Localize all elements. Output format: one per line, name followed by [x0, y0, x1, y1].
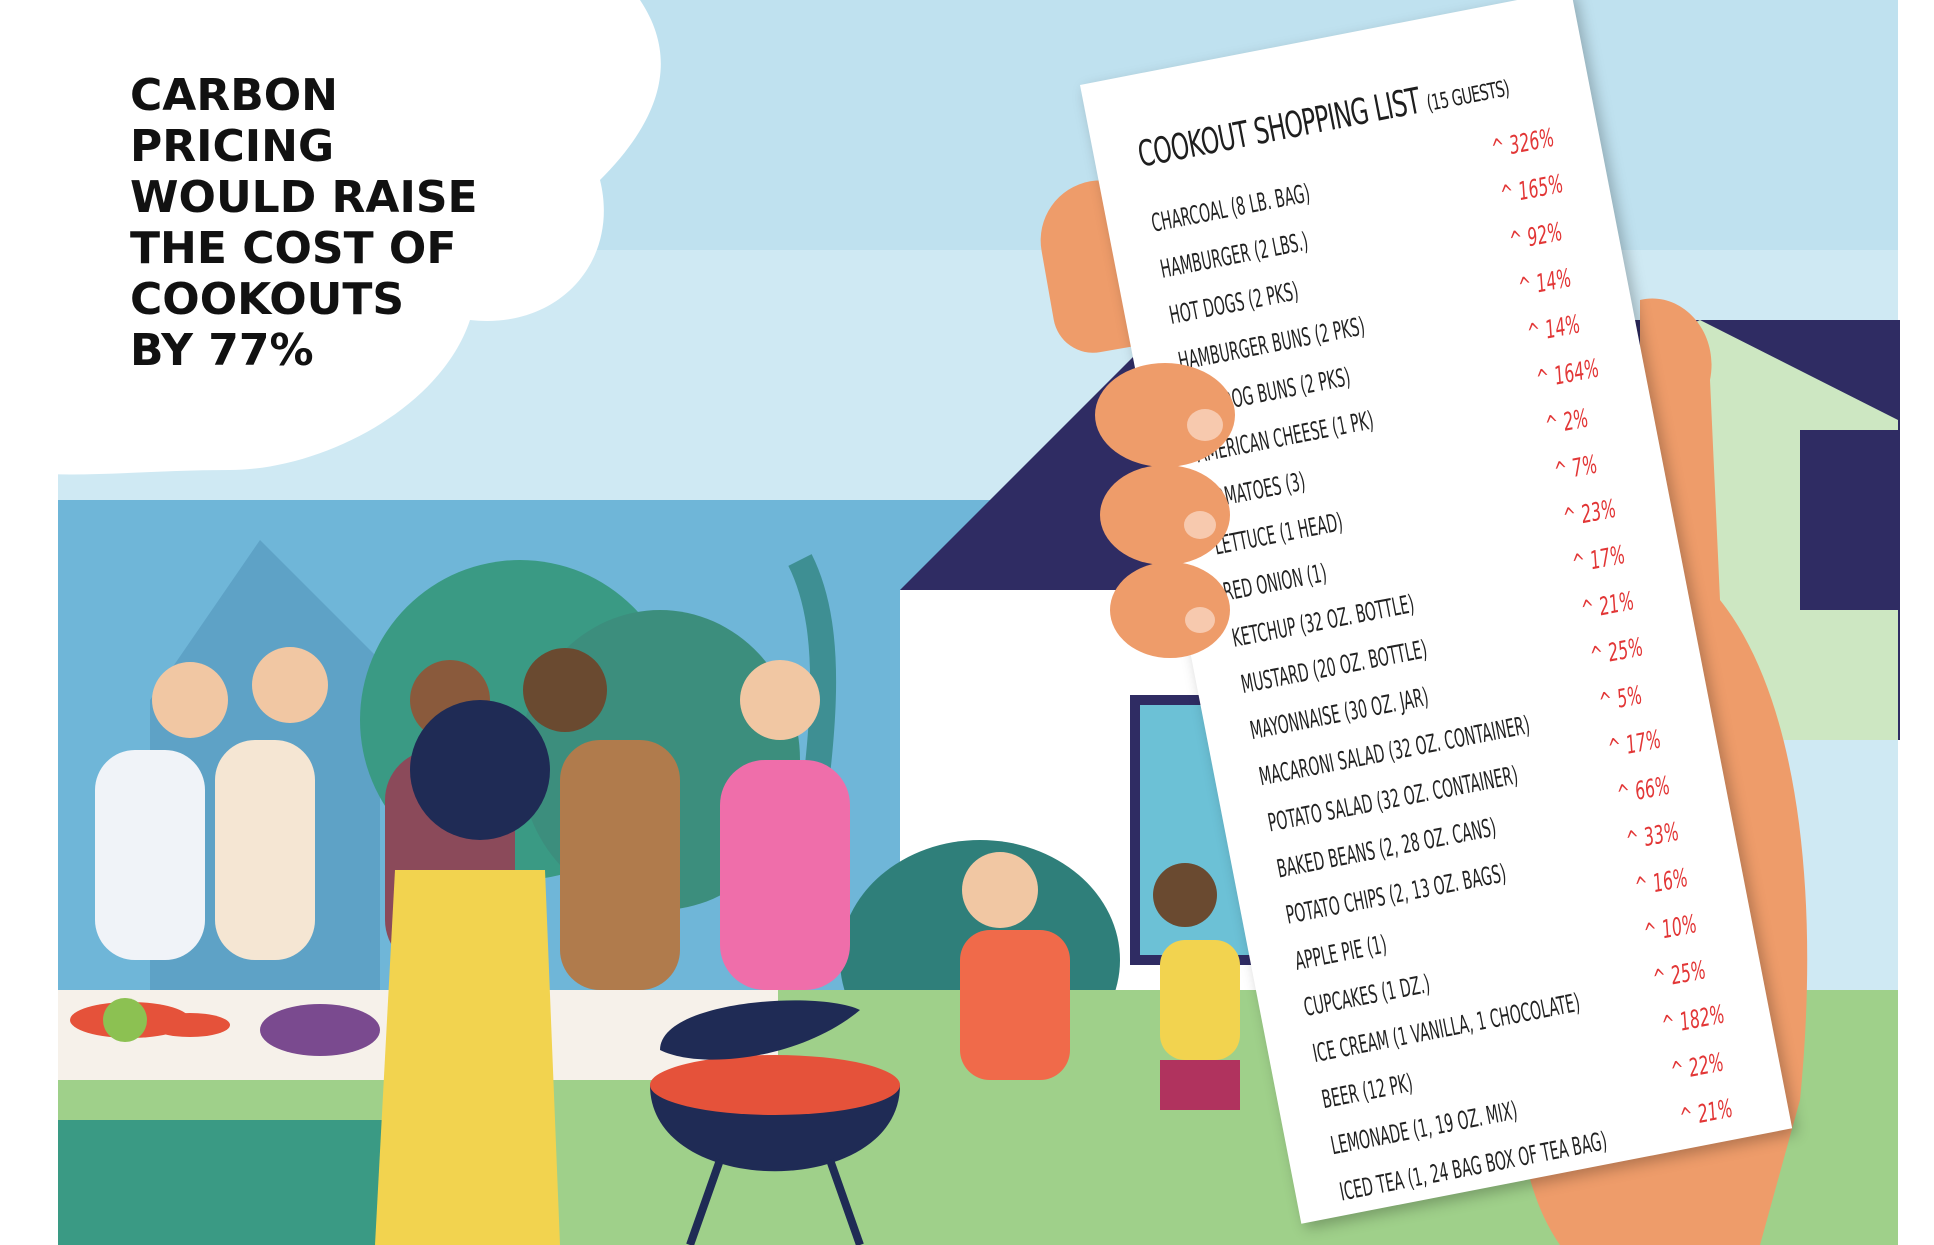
item-name: CHARCOAL (8 LB. BAG)	[1148, 178, 1313, 238]
headline-line: THE COST OF	[130, 223, 457, 274]
headline-line: CARBON	[130, 70, 338, 121]
receipt-title-main: COOKOUT SHOPPING LIST	[1134, 80, 1424, 176]
price-increase: ^ 326%	[1489, 122, 1557, 164]
headline-line: COOKOUTS	[130, 274, 405, 325]
receipt-subtitle: (15 GUESTS)	[1424, 76, 1512, 117]
headline: CARBON PRICING WOULD RAISE THE COST OF C…	[130, 70, 570, 376]
headline-line: WOULD RAISE	[130, 172, 478, 223]
headline-line: PRICING	[130, 121, 335, 172]
headline-line: BY 77%	[130, 325, 314, 376]
cloud-bubble	[0, 0, 661, 475]
